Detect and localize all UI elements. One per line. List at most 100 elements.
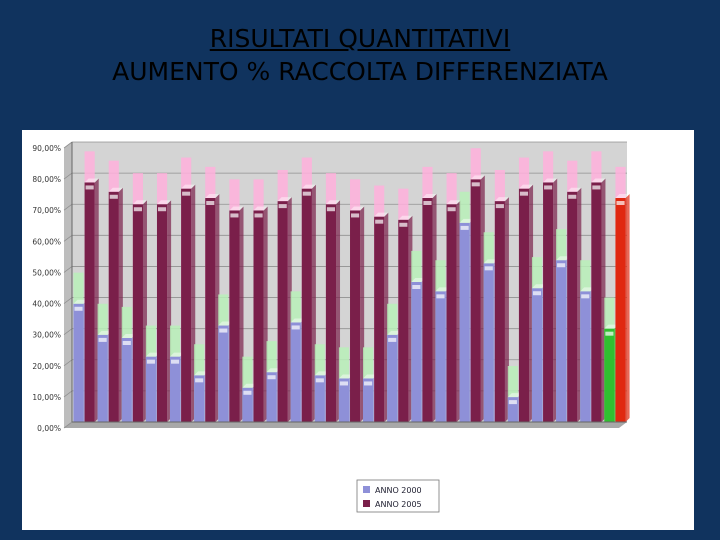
bar-2005-2-bar (132, 204, 143, 422)
bar-2005-6-bar-top (229, 206, 244, 211)
bar-2000-21-bar-top (580, 287, 595, 292)
bar-2000-12-bar-top (363, 374, 378, 379)
bar-2005-0-bar-top (84, 178, 99, 183)
bar-2000-13-bar-top (387, 330, 402, 335)
bar-2000-0-bar (73, 303, 84, 422)
bar-2005-5-bar (205, 198, 216, 422)
bar-2000-0-bar-top (73, 299, 88, 304)
bar-chart: 0,00% 10,00% 20,00% 30,00% 40,00% 50,00% 60,00… (22, 130, 694, 530)
bar-2000-16-bar-top (459, 218, 474, 223)
gridline-depth (63, 172, 73, 180)
bar-2000-4-bar (169, 356, 181, 422)
bar-2005-2-group (132, 173, 147, 422)
bar-2005-14-value-tag (423, 201, 432, 205)
y-tick-label: 80,00% (32, 175, 61, 184)
bar-2000-3-bar-top (145, 352, 160, 357)
bar-2000-20-bar-top (556, 256, 571, 261)
bar-2005-22-value-tag (616, 201, 625, 205)
bar-2005-11-bar (350, 210, 361, 422)
bar-2005-0-group (84, 151, 99, 423)
bar-2005-14-bar (422, 198, 433, 422)
bar-2005-10-value-tag (326, 207, 336, 212)
title-line-2: AUMENTO % RACCOLTA DIFFERENZIATA (112, 57, 608, 86)
bar-2005-16-group (470, 148, 485, 422)
bar-2005-6-bar (229, 210, 240, 422)
y-tick-label: 70,00% (32, 206, 61, 215)
legend-swatch (363, 486, 370, 493)
bar-2000-5-value-tag (195, 378, 204, 383)
bar-2000-10-bar (314, 375, 325, 422)
bar-2000-2-bar (121, 338, 132, 422)
bar-2000-20-value-tag (557, 263, 566, 268)
y-tick-label: 40,00% (32, 300, 61, 309)
bar-2000-22-bar-top (604, 324, 619, 329)
y-tick-label: 0,00% (37, 424, 61, 433)
bar-2005-10-bar (325, 204, 337, 422)
bar-2005-15-value-tag (447, 207, 456, 212)
bar-2000-1-bar (97, 334, 108, 422)
bar-2005-1-group (108, 160, 123, 422)
bar-2005-11-value-tag (351, 213, 360, 218)
bar-2000-11-bar (338, 378, 350, 422)
legend-label: ANNO 2005 (375, 500, 422, 509)
legend-box (356, 479, 440, 513)
bar-2005-18-bar (518, 188, 530, 422)
bar-2000-1-value-tag (98, 337, 107, 342)
bar-2000-10-bar-top (314, 371, 329, 376)
bar-2005-21-bar-top (591, 178, 606, 183)
plot-side-wall (64, 142, 72, 428)
bar-2000-3-value-tag (146, 359, 155, 364)
bar-2005-3-group (156, 173, 172, 422)
bar-2005-8-group (277, 170, 292, 422)
bar-2005-9-value-tag (302, 191, 311, 196)
bar-2005-1-value-tag (109, 194, 118, 199)
bar-2005-5-bar-top (205, 194, 220, 198)
bar-2005-18-value-tag (519, 191, 529, 196)
bar-2005-5-group (205, 166, 220, 422)
legend-label: ANNO 2000 (375, 486, 422, 495)
bar-2000-19-value-tag (532, 291, 542, 296)
bar-2005-21-bar (591, 182, 602, 422)
legend-swatch (363, 500, 370, 507)
slide-title: RISULTATI QUANTITATIVI AUMENTO % RACCOLT… (0, 22, 720, 88)
bar-2005-20-bar (567, 191, 578, 422)
bar-2005-22-bar-top (615, 194, 630, 198)
bar-2005-4-value-tag (182, 191, 191, 196)
bar-2000-6-bar-top (218, 321, 233, 326)
bar-2005-7-value-tag (254, 213, 263, 218)
bar-2005-16-bar-top (470, 175, 485, 180)
gridline-depth (63, 266, 73, 273)
bar-2000-15-bar (435, 291, 446, 422)
bar-2005-15-group (446, 173, 461, 422)
gridline-depth (63, 359, 73, 367)
bar-2005-16-bar (470, 179, 481, 422)
bar-2000-18-bar-top (507, 393, 522, 398)
bar-2005-17-bar-top (494, 197, 509, 202)
bar-2000-21-value-tag (581, 294, 590, 299)
bar-2000-14-bar (411, 282, 422, 422)
bar-2000-5-bar (194, 375, 205, 422)
bar-2005-4-group (181, 157, 196, 423)
bar-2005-13-value-tag (399, 222, 408, 227)
bar-2005-7-bar (253, 210, 264, 422)
bar-2000-18-bar (507, 397, 518, 422)
title-line-1: RISULTATI QUANTITATIVI (209, 24, 511, 53)
bar-2000-22-value-tag (605, 331, 614, 336)
bar-2000-15-bar-top (435, 287, 450, 292)
bar-2005-12-value-tag (375, 219, 384, 224)
bar-2000-19-bar-top (531, 284, 547, 289)
bar-2000-11-value-tag (339, 381, 349, 386)
gridline-depth (63, 141, 73, 149)
bar-2005-3-bar-top (156, 200, 172, 205)
bar-2000-8-bar-top (266, 368, 281, 373)
gridline-depth (63, 235, 73, 242)
bar-2005-22-bar-side (625, 194, 630, 422)
bar-2000-1-bar-top (97, 330, 112, 335)
bar-2005-8-value-tag (278, 204, 287, 209)
bar-2000-4-bar-top (169, 352, 185, 357)
bar-2000-19-bar (531, 288, 543, 422)
bar-2000-17-bar-top (483, 259, 498, 264)
bar-2005-7-group (253, 179, 268, 422)
bar-2005-1-bar-top (108, 187, 123, 192)
gridline-depth (63, 390, 73, 398)
